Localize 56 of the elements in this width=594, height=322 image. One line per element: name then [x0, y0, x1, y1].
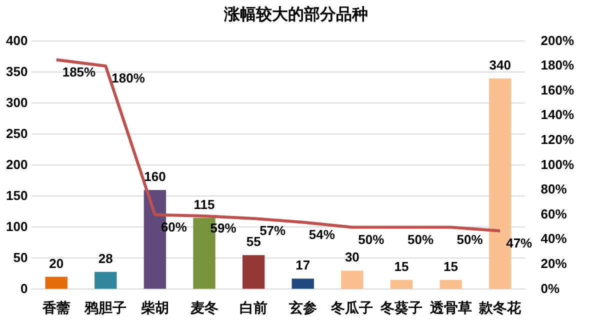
x-tick-label: 款冬花: [478, 299, 522, 316]
x-tick-label: 玄参: [288, 299, 317, 316]
chart-title: 涨幅较大的部分品种: [223, 6, 368, 24]
data-label: 340: [489, 57, 511, 72]
bar: [390, 280, 413, 289]
data-label: 15: [444, 258, 458, 274]
y-tick-label: 150: [6, 188, 28, 203]
bar: [242, 255, 265, 289]
bar: [440, 280, 462, 289]
data-label: 50%: [407, 232, 434, 247]
x-tick-label: 麦冬: [189, 299, 218, 316]
y-tick-label: 0: [20, 280, 28, 296]
data-label: 185%: [62, 64, 96, 80]
y2-tick-label: 200%: [540, 32, 574, 48]
bar: [45, 276, 68, 289]
y2-tick-label: 180%: [540, 58, 574, 73]
data-label: 115: [194, 196, 215, 212]
y2-tick-label: 140%: [540, 107, 574, 122]
y-tick-label: 250: [6, 126, 28, 141]
y2-tick-label: 100%: [540, 156, 574, 172]
y-tick-label: 350: [6, 64, 28, 79]
data-label: 55: [246, 234, 261, 250]
y-tick-label: 200: [6, 156, 28, 172]
data-label: 54%: [308, 226, 336, 242]
x-tick-label: 鸦胆子: [84, 299, 127, 316]
data-label: 160: [144, 169, 166, 184]
x-tick-label: 透骨草: [428, 299, 472, 316]
x-tick-label: 柴胡: [140, 299, 169, 316]
data-label: 47%: [506, 236, 533, 250]
bar: [292, 278, 314, 289]
data-label: 17: [296, 258, 310, 273]
x-tick-label: 冬葵子: [379, 299, 422, 316]
y-tick-label: 50: [13, 250, 28, 265]
x-tick-label: 冬瓜子: [330, 299, 374, 316]
y2-tick-label: 160%: [540, 82, 574, 98]
y2-tick-label: 120%: [540, 132, 574, 147]
y2-tick-label: 40%: [540, 231, 568, 246]
data-label: 30: [344, 250, 360, 265]
x-tick-label: 香薷: [41, 299, 70, 316]
y2-tick-label: 60%: [540, 206, 568, 222]
y-tick-label: 300: [6, 94, 28, 110]
y2-tick-label: 20%: [540, 256, 568, 271]
y2-tick-label: 0%: [540, 280, 560, 296]
data-label: 50%: [456, 232, 484, 247]
bar: [341, 270, 364, 289]
data-label: 15: [394, 258, 409, 274]
data-label: 57%: [260, 223, 286, 238]
data-label: 20: [49, 256, 64, 271]
y2-tick-label: 80%: [540, 182, 568, 197]
x-tick-label: 白前: [240, 299, 268, 316]
data-label: 50%: [358, 232, 385, 247]
y-tick-label: 100: [6, 218, 28, 234]
data-label: 180%: [112, 70, 146, 86]
data-label: 28: [98, 250, 113, 266]
bar: [94, 272, 117, 289]
y-tick-label: 400: [6, 32, 28, 48]
